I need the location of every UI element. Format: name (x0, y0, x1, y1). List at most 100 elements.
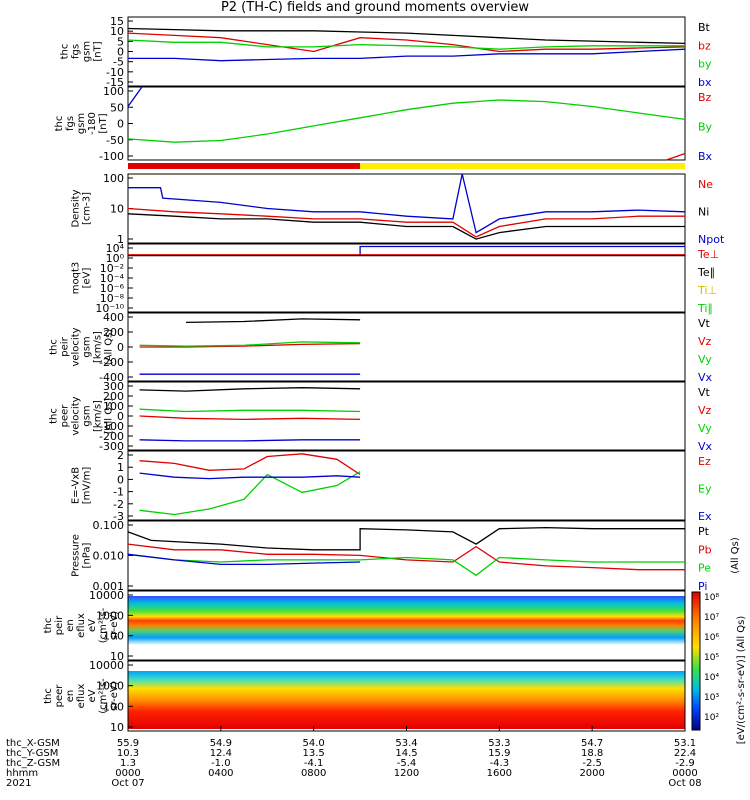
y-axis-label: [mV/m] (82, 467, 93, 505)
legend-entry: Ti∥ (697, 302, 713, 315)
y-tick-label: -200 (99, 430, 124, 443)
series-line-blue (128, 48, 686, 62)
y-tick-label: 0 (117, 341, 124, 354)
x-tick-label: 0000 (672, 768, 697, 779)
mode-bar-red (128, 163, 361, 169)
y-tick-label: -3 (113, 510, 124, 523)
legend-entry: by (698, 58, 712, 71)
x-row-label: thc_X-GSM (6, 738, 60, 749)
y-tick-label: 1 (117, 461, 124, 474)
panel-frame (127, 450, 686, 521)
series-line-red (139, 342, 361, 348)
y-tick-label: -50 (106, 134, 124, 147)
legend-entry: bz (698, 39, 711, 52)
series-line-red (139, 415, 361, 421)
y-axis-label: eflux (76, 613, 87, 638)
y-axis-label: thc (43, 618, 54, 634)
x-tick-label: 53.1 (674, 738, 696, 749)
y-axis-label: gsm (76, 113, 87, 134)
series-line-red (127, 32, 686, 53)
legend-entry: Ni (698, 206, 709, 219)
y-tick-label: 10⁻⁸ (100, 292, 125, 305)
x-tick-label: -4.1 (304, 758, 324, 769)
series-line-green (139, 471, 361, 516)
y-tick-label: 10 (110, 650, 124, 663)
panel-frame (127, 590, 686, 661)
y-axis-label: gsm (82, 405, 93, 426)
x-tick-label: -4.3 (490, 758, 510, 769)
y-axis-label: [nPa] (82, 542, 93, 568)
series-line-green (127, 99, 686, 143)
y-axis-label: [km/s] (93, 331, 104, 363)
x-tick-label: -1.0 (211, 758, 231, 769)
y-tick-label: 0 (117, 410, 124, 423)
y-tick-label: 10⁻² (100, 262, 124, 275)
y-tick-label: 10⁰ (106, 252, 125, 265)
legend-entry: Vy (698, 353, 712, 366)
colorbar-tick-label: 10⁶ (704, 633, 719, 643)
y-tick-label: 10000 (89, 659, 124, 672)
x-tick-label: 14.5 (395, 748, 417, 759)
y-axis-label: -180 (87, 112, 98, 135)
y-axis-label: gsm (82, 336, 93, 357)
series-line-red (666, 152, 686, 161)
y-axis-label: [cm-3] (82, 192, 93, 225)
x-tick-label: 53.4 (395, 738, 417, 749)
y-tick-label: 0.100 (93, 519, 125, 532)
panel-frame (127, 520, 686, 591)
x-tick-label: Oct 07 (111, 778, 144, 789)
legend-entry: Pb (698, 543, 712, 556)
panel-frame (127, 86, 686, 161)
legend-entry: Ex (698, 510, 712, 523)
y-tick-label: 10 (110, 25, 124, 38)
heatmap-band (128, 596, 685, 645)
y-tick-label: -2 (113, 498, 124, 511)
y-axis-label: en (65, 690, 76, 703)
colorbar (691, 591, 701, 731)
legend-entry: Ey (698, 483, 712, 496)
y-tick-label: 50 (110, 101, 124, 114)
y-tick-label: 100 (103, 172, 124, 185)
y-tick-label: 100 (103, 630, 124, 643)
y-axis-label: thc (49, 339, 60, 355)
y-axis-label: thc (54, 116, 65, 132)
colorbar-label: [eV/(cm²-s-sr-eV)] (All Qs) (736, 616, 747, 745)
series-line-green (139, 341, 361, 347)
y-tick-label: 100 (103, 400, 124, 413)
y-tick-label: 10⁴ (106, 242, 125, 255)
legend-entry: Vt (698, 386, 711, 399)
y-tick-label: 300 (103, 380, 124, 393)
series-line-green (139, 408, 361, 413)
y-tick-label: 200 (103, 326, 124, 339)
y-axis-label: peir (60, 336, 71, 356)
x-row-label: 2021 (6, 778, 31, 789)
x-tick-label: -5.4 (397, 758, 417, 769)
legend-entry: Bx (698, 150, 713, 163)
y-tick-label: 0 (117, 118, 124, 131)
y-axis-label: (All Qs) (104, 398, 115, 435)
series-line-black (139, 387, 361, 392)
mode-bar-yellow (360, 163, 685, 169)
y-axis-label: peer (54, 684, 65, 708)
x-tick-label: 0000 (115, 768, 140, 779)
legend-entry: Bt (698, 21, 711, 34)
x-tick-label: 10.3 (117, 748, 139, 759)
y-tick-label: 15 (110, 15, 124, 28)
series-line-blue (139, 472, 361, 480)
x-tick-label: 1.3 (120, 758, 136, 769)
y-axis-label: eflux (76, 684, 87, 709)
series-line-blue (128, 173, 686, 234)
legend-entry: Vx (698, 371, 713, 384)
x-tick-label: 55.9 (117, 738, 139, 749)
y-tick-label: -15 (106, 76, 124, 89)
y-axis-label: (All Qs) (104, 329, 115, 366)
y-axis-label: peer (60, 404, 71, 428)
plot-title: P2 (TH-C) fields and ground moments over… (220, 0, 530, 15)
legend-entry: Pe (698, 562, 711, 575)
y-axis-label: [nT] (98, 113, 109, 133)
legend-entry: Te⊥ (697, 248, 719, 261)
heatmap-peer_en (128, 671, 685, 729)
colorbar-tick-label: 10² (704, 713, 719, 723)
y-tick-label: -10 (106, 66, 124, 79)
